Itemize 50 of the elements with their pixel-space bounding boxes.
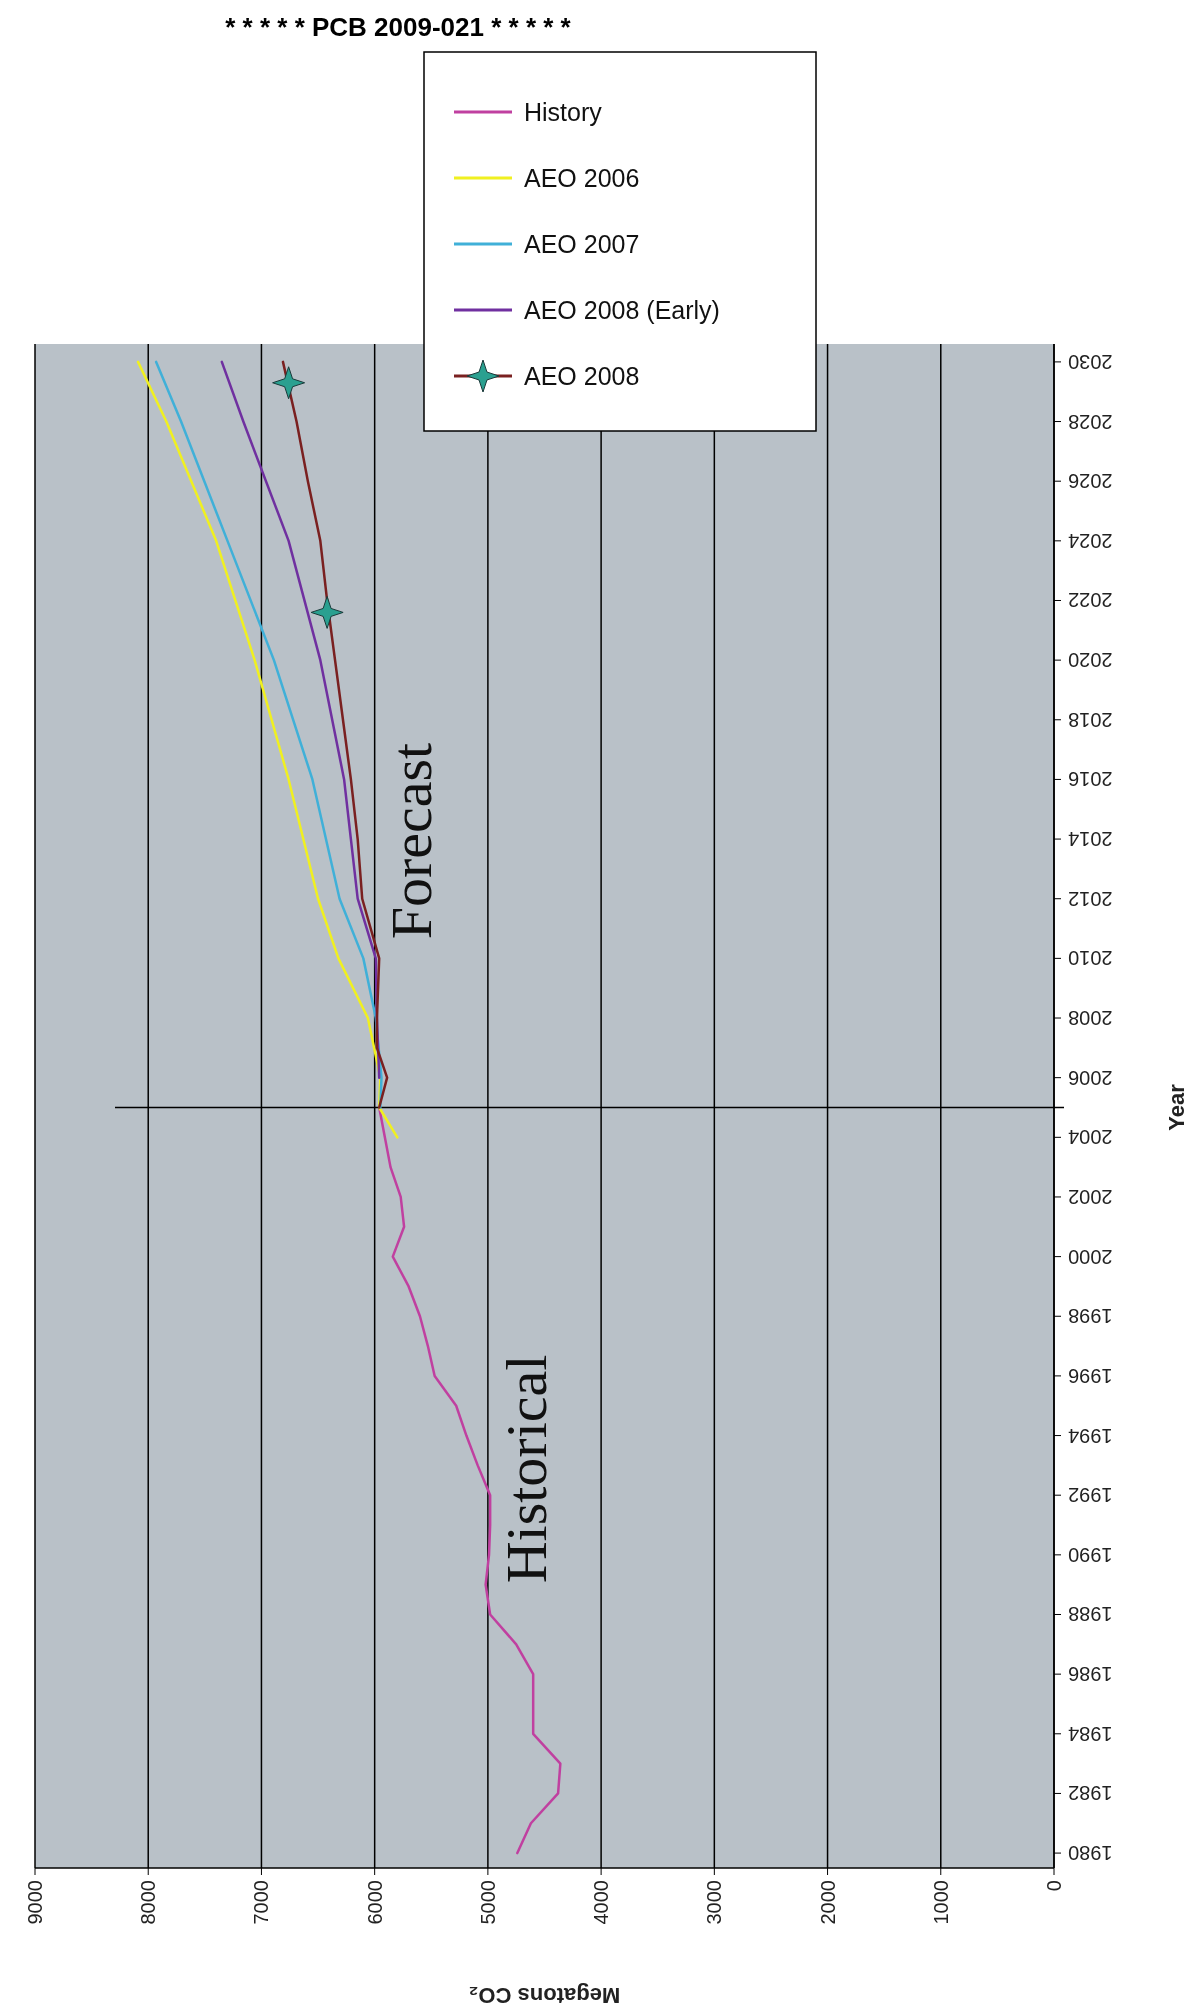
legend-label: AEO 2006 xyxy=(524,164,640,192)
legend-label: AEO 2007 xyxy=(524,230,640,258)
y-tick-label: 2020 xyxy=(1068,649,1113,672)
y-axis-title: Year xyxy=(1164,1083,1189,1131)
legend-label: AEO 2008 xyxy=(524,362,640,390)
legend-label: AEO 2008 (Early) xyxy=(524,296,720,324)
line-series xyxy=(377,1106,562,1855)
annotation: Forecast xyxy=(379,742,444,940)
y-tick-label: 2024 xyxy=(1068,529,1113,552)
y-tick-label: 1982 xyxy=(1068,1782,1113,1805)
y-tick-label: 2016 xyxy=(1068,768,1113,791)
y-tick-label: 2026 xyxy=(1068,470,1113,493)
x-tick-label: 4000 xyxy=(590,1880,613,1925)
y-tick-label: 2028 xyxy=(1068,410,1113,433)
y-tick-label: 2006 xyxy=(1068,1066,1113,1089)
y-tick-label: 1996 xyxy=(1068,1364,1113,1387)
x-tick-label: 7000 xyxy=(250,1880,273,1925)
y-tick-label: 2002 xyxy=(1068,1185,1113,1208)
y-tick-label: 2022 xyxy=(1068,589,1113,612)
y-tick-label: 1990 xyxy=(1068,1543,1113,1566)
x-tick-label: 5000 xyxy=(476,1880,499,1925)
x-tick-label: 0 xyxy=(1043,1880,1065,1892)
x-tick-label: 1000 xyxy=(929,1880,952,1925)
y-tick-label: 2004 xyxy=(1068,1126,1113,1149)
x-tick-label: 6000 xyxy=(363,1880,386,1925)
y-tick-label: 2018 xyxy=(1068,708,1113,731)
y-tick-label: 2014 xyxy=(1068,828,1113,851)
y-tick-label: 1994 xyxy=(1068,1424,1113,1447)
y-tick-label: 2008 xyxy=(1068,1007,1113,1030)
y-tick-label: 1988 xyxy=(1068,1603,1113,1626)
y-tick-label: 1998 xyxy=(1068,1305,1113,1328)
y-tick-label: 1984 xyxy=(1068,1722,1113,1745)
line-series xyxy=(154,360,383,1109)
legend-label: History xyxy=(524,98,603,126)
x-tick-label: 2000 xyxy=(816,1880,839,1925)
x-tick-label: 3000 xyxy=(703,1880,726,1925)
x-tick-label: 9000 xyxy=(24,1880,46,1925)
line-series xyxy=(281,360,389,1109)
x-tick-label: 8000 xyxy=(137,1880,160,1925)
annotation: Historical xyxy=(494,1354,559,1584)
y-tick-label: 2000 xyxy=(1068,1245,1113,1268)
y-tick-label: 1986 xyxy=(1068,1663,1113,1686)
text: * * * * * PCB 2009-021 * * * * * xyxy=(225,12,572,42)
line-series xyxy=(220,360,381,1079)
x-axis-title: Megatons CO₂ xyxy=(468,1983,621,2008)
y-tick-label: 1980 xyxy=(1068,1842,1113,1865)
y-tick-label: 2030 xyxy=(1068,350,1113,373)
y-tick-label: 2012 xyxy=(1068,887,1113,910)
y-tick-label: 2010 xyxy=(1068,947,1113,970)
y-tick-label: 1992 xyxy=(1068,1484,1113,1507)
